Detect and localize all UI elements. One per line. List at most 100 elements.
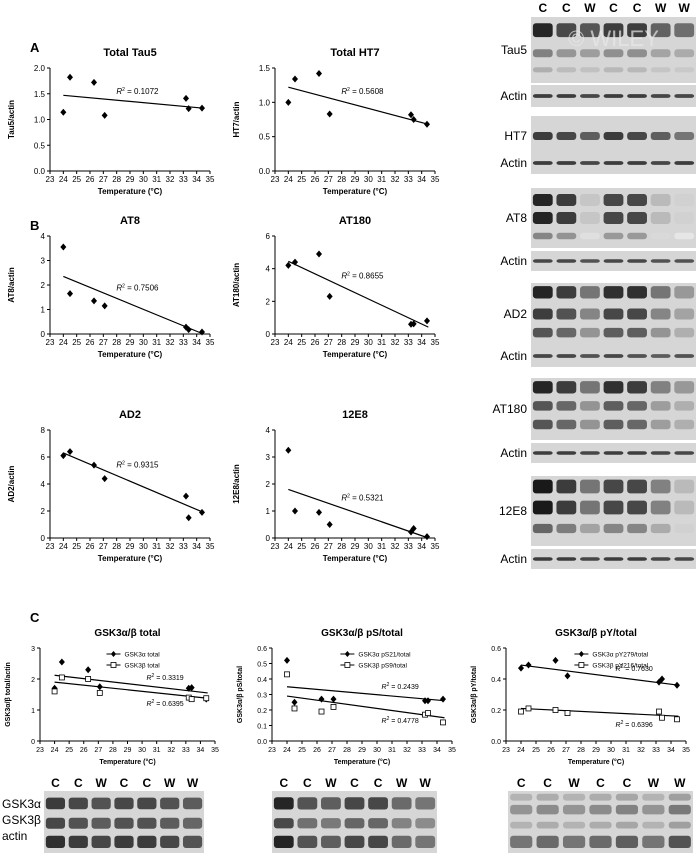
x-tick-label: 35 bbox=[431, 175, 440, 184]
band bbox=[556, 286, 577, 299]
band bbox=[674, 557, 695, 561]
band bbox=[91, 797, 111, 810]
data-point bbox=[58, 674, 65, 681]
data-point bbox=[60, 243, 67, 251]
lane-label: C bbox=[51, 776, 60, 790]
band bbox=[603, 161, 624, 165]
band bbox=[603, 23, 624, 38]
y-tick-label: 0.0 bbox=[34, 167, 46, 176]
data-point bbox=[183, 323, 189, 331]
band bbox=[510, 793, 533, 801]
band bbox=[556, 557, 577, 561]
data-point bbox=[316, 508, 322, 516]
x-tick-label: 25 bbox=[297, 175, 306, 184]
data-point bbox=[199, 508, 205, 516]
data-point bbox=[96, 690, 103, 696]
data-point bbox=[185, 684, 192, 692]
data-point bbox=[85, 666, 92, 674]
r-squared-label: R2 = 0.8655 bbox=[341, 271, 384, 280]
band bbox=[532, 286, 553, 299]
band bbox=[580, 308, 600, 320]
data-point bbox=[552, 707, 559, 713]
band bbox=[68, 835, 88, 848]
y-tick-label: 1.0 bbox=[34, 116, 46, 125]
band bbox=[556, 401, 577, 411]
y-tick-label: 4 bbox=[41, 232, 46, 241]
band bbox=[674, 259, 695, 263]
band bbox=[674, 354, 695, 358]
x-tick-label: 26 bbox=[86, 542, 95, 551]
data-point bbox=[440, 695, 446, 703]
x-tick-label: 32 bbox=[167, 747, 175, 754]
x-tick-label: 32 bbox=[391, 175, 400, 184]
band bbox=[589, 793, 612, 801]
band bbox=[650, 232, 671, 240]
band bbox=[391, 818, 412, 829]
band bbox=[415, 835, 436, 848]
band bbox=[556, 132, 577, 140]
band bbox=[674, 327, 695, 338]
x-tick-label: 30 bbox=[607, 747, 615, 754]
band bbox=[674, 419, 695, 430]
x-tick-label: 29 bbox=[126, 175, 135, 184]
data-point bbox=[101, 111, 108, 119]
band bbox=[510, 835, 533, 848]
x-tick-label: 31 bbox=[377, 542, 386, 551]
band bbox=[580, 401, 600, 411]
blot-row-label: 12E8 bbox=[499, 504, 527, 518]
band bbox=[642, 821, 665, 829]
band bbox=[674, 479, 695, 494]
x-tick-label: 29 bbox=[124, 747, 132, 754]
lane-label: C bbox=[120, 776, 129, 790]
lane-label: W bbox=[187, 776, 199, 790]
legend-label: GSK3α pY279/total bbox=[592, 652, 648, 659]
data-point bbox=[51, 688, 58, 695]
data-point bbox=[91, 297, 97, 305]
x-tick-label: 33 bbox=[182, 747, 190, 754]
band bbox=[603, 327, 624, 338]
x-tick-label: 30 bbox=[139, 338, 148, 347]
band bbox=[68, 817, 88, 829]
x-tick-label: 28 bbox=[112, 175, 121, 184]
x-tick-label: 24 bbox=[284, 542, 293, 551]
data-point bbox=[518, 708, 524, 715]
band bbox=[674, 401, 695, 411]
data-point bbox=[564, 710, 571, 716]
band bbox=[556, 354, 577, 358]
data-point bbox=[424, 317, 430, 325]
x-axis-label: Temperature (°C) bbox=[98, 554, 163, 563]
lane-label: W bbox=[396, 776, 408, 790]
x-tick-label: 30 bbox=[138, 747, 146, 754]
y-tick-label: 3 bbox=[266, 453, 271, 462]
r-squared-label: R2 = 0.4778 bbox=[382, 716, 419, 725]
lane-label: C bbox=[596, 776, 605, 790]
x-axis-label: Temperature (°C) bbox=[334, 758, 390, 766]
x-tick-label: 29 bbox=[351, 175, 360, 184]
band bbox=[642, 835, 665, 848]
band bbox=[650, 479, 671, 494]
y-tick-label: 2 bbox=[266, 297, 271, 306]
band bbox=[674, 308, 695, 320]
lane-label: W bbox=[648, 776, 660, 790]
x-tick-label: 26 bbox=[313, 747, 321, 754]
r-squared-label: R2 = 0.9315 bbox=[116, 461, 159, 470]
x-tick-label: 32 bbox=[166, 175, 175, 184]
band bbox=[297, 797, 318, 810]
y-tick-label: 0.0 bbox=[257, 739, 267, 746]
band bbox=[603, 451, 624, 455]
band bbox=[160, 835, 180, 848]
band bbox=[91, 817, 111, 829]
band bbox=[556, 232, 577, 240]
y-tick-label: 3 bbox=[31, 646, 35, 653]
x-axis-label: Temperature (°C) bbox=[323, 350, 388, 359]
band bbox=[556, 94, 577, 98]
data-point bbox=[292, 75, 298, 83]
band bbox=[580, 232, 600, 240]
data-point bbox=[656, 678, 662, 686]
x-tick-label: 25 bbox=[72, 175, 81, 184]
band bbox=[556, 500, 577, 515]
band bbox=[627, 132, 647, 140]
chart-title: Total HT7 bbox=[330, 47, 379, 59]
band bbox=[532, 308, 553, 320]
